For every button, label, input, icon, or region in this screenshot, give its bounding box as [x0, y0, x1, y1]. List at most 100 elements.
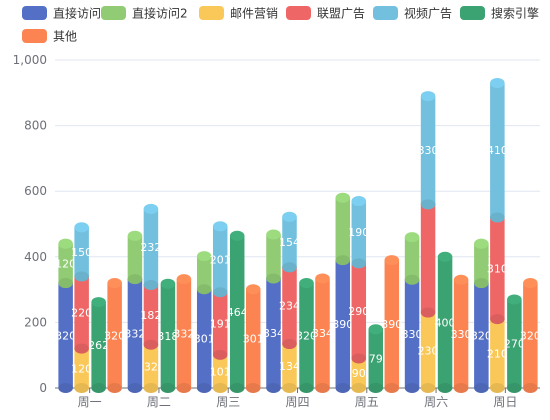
legend-item[interactable]: 联盟广告 [286, 6, 365, 21]
x-tick-label: 周三 [216, 395, 240, 409]
legend-swatch [460, 6, 485, 20]
bar-bottom-cap [282, 383, 297, 393]
legend-item[interactable]: 邮件营销 [199, 6, 278, 21]
bar-top-cap [245, 284, 261, 295]
bar-body [420, 96, 436, 205]
bar-segment[interactable]: 330 [418, 91, 439, 210]
bar-segment[interactable]: 120 [55, 238, 76, 289]
bar-segment[interactable]: 320 [471, 278, 492, 393]
bar-bottom-cap [420, 307, 436, 318]
bar-top-cap [299, 278, 314, 289]
bar-segment[interactable]: 290 [348, 258, 369, 364]
legend-item[interactable]: 搜索引擎 [460, 6, 539, 21]
bar-segment[interactable]: 320 [55, 278, 76, 393]
bar-segment[interactable]: 330 [402, 274, 423, 393]
bar-top-cap [384, 255, 400, 266]
y-tick-label: 600 [24, 184, 47, 198]
bar-value-label: 390 [332, 318, 353, 331]
bar-body [143, 344, 159, 388]
legend-item[interactable]: 其他 [22, 29, 77, 44]
legend-label: 直接访问 [53, 6, 101, 21]
bar-bottom-cap [212, 349, 228, 360]
bar-value-label: 320 [296, 330, 317, 343]
bar-bottom-cap [212, 383, 228, 393]
bar-body [212, 226, 228, 293]
bar-segment[interactable]: 320 [296, 278, 317, 393]
bar-segment[interactable]: 400 [435, 251, 456, 393]
bar-top-cap [368, 324, 384, 335]
bar-body [127, 279, 143, 388]
bar-segment[interactable]: 332 [173, 274, 194, 393]
legend-item[interactable]: 直接访问 [22, 6, 101, 21]
bar-body [351, 358, 367, 388]
bar-top-cap [107, 278, 122, 289]
bar-segment[interactable]: 262 [88, 297, 109, 393]
bar-body [404, 279, 420, 388]
bar-segment[interactable]: 191 [210, 287, 231, 360]
bar-segment[interactable]: 79 [368, 324, 384, 393]
bar-bottom-cap [453, 383, 469, 393]
bar-segment[interactable]: 154 [279, 211, 300, 273]
bar-segment[interactable]: 230 [418, 307, 439, 393]
bar-segment[interactable] [420, 199, 436, 318]
bar-segment[interactable]: 134 [279, 339, 300, 393]
bar-segment[interactable]: 320 [104, 278, 125, 393]
x-tick-label: 周五 [355, 395, 379, 409]
bar-segment[interactable]: 232 [140, 203, 161, 291]
bar-segment[interactable]: 270 [504, 294, 525, 393]
legend-item[interactable]: 直接访问2 [101, 6, 188, 21]
bar-segment[interactable]: 310 [487, 212, 508, 325]
bar-top-cap [507, 294, 522, 305]
bar-segment[interactable] [196, 251, 212, 295]
bar-top-cap [143, 203, 159, 214]
bar-body [58, 283, 73, 388]
bar-value-label: 330 [402, 328, 423, 341]
bar-value-label: 182 [140, 309, 161, 322]
bar-segment[interactable] [266, 229, 281, 284]
bar-segment[interactable]: 301 [243, 284, 264, 393]
bar-bottom-cap [351, 258, 367, 269]
bar-body [507, 299, 522, 388]
bar-body [74, 227, 89, 277]
bar-bottom-cap [282, 339, 297, 350]
bar-segment[interactable]: 201 [210, 221, 231, 298]
bar-value-label: 318 [157, 330, 178, 343]
bar-top-cap [315, 273, 330, 284]
bar-bottom-cap [507, 383, 522, 393]
bar-segment[interactable]: 330 [451, 274, 472, 393]
bar-value-label: 79 [369, 353, 383, 366]
bar-segment[interactable] [404, 232, 420, 285]
bar-segment[interactable]: 320 [520, 278, 541, 393]
bar-value-label: 134 [279, 360, 300, 373]
bar-segment[interactable]: 390 [381, 255, 402, 393]
bar-body [490, 319, 505, 388]
bar-segment[interactable]: 464 [227, 230, 248, 393]
bar-body [74, 348, 89, 388]
bar-bottom-cap [490, 314, 505, 325]
bar-value-label: 230 [418, 344, 439, 357]
bar-segment[interactable]: 390 [332, 255, 353, 393]
bar-segment[interactable]: 150 [71, 222, 92, 282]
bar-segment[interactable]: 410 [487, 77, 508, 223]
bar-body [91, 302, 106, 388]
bar-segment[interactable]: 334 [263, 273, 284, 393]
bar-bottom-cap [74, 271, 89, 282]
bar-segment[interactable] [474, 238, 489, 289]
bar-segment[interactable]: 190 [348, 196, 369, 269]
bar-segment[interactable]: 334 [312, 273, 333, 393]
legend-item[interactable]: 视频广告 [373, 6, 452, 21]
bar-value-label: 290 [348, 305, 369, 318]
bar-segment[interactable] [335, 192, 351, 266]
bar-segment[interactable]: 318 [157, 278, 178, 393]
bar-segment[interactable] [127, 230, 143, 285]
bar-value-label: 334 [263, 327, 284, 340]
bar-segment[interactable]: 182 [140, 280, 161, 350]
bar-value-label: 270 [504, 338, 525, 351]
bar-body [335, 260, 351, 388]
bar-segment[interactable]: 210 [487, 314, 508, 393]
bar-body [176, 279, 192, 388]
bar-segment[interactable]: 332 [124, 274, 145, 393]
bar-top-cap [91, 297, 106, 308]
